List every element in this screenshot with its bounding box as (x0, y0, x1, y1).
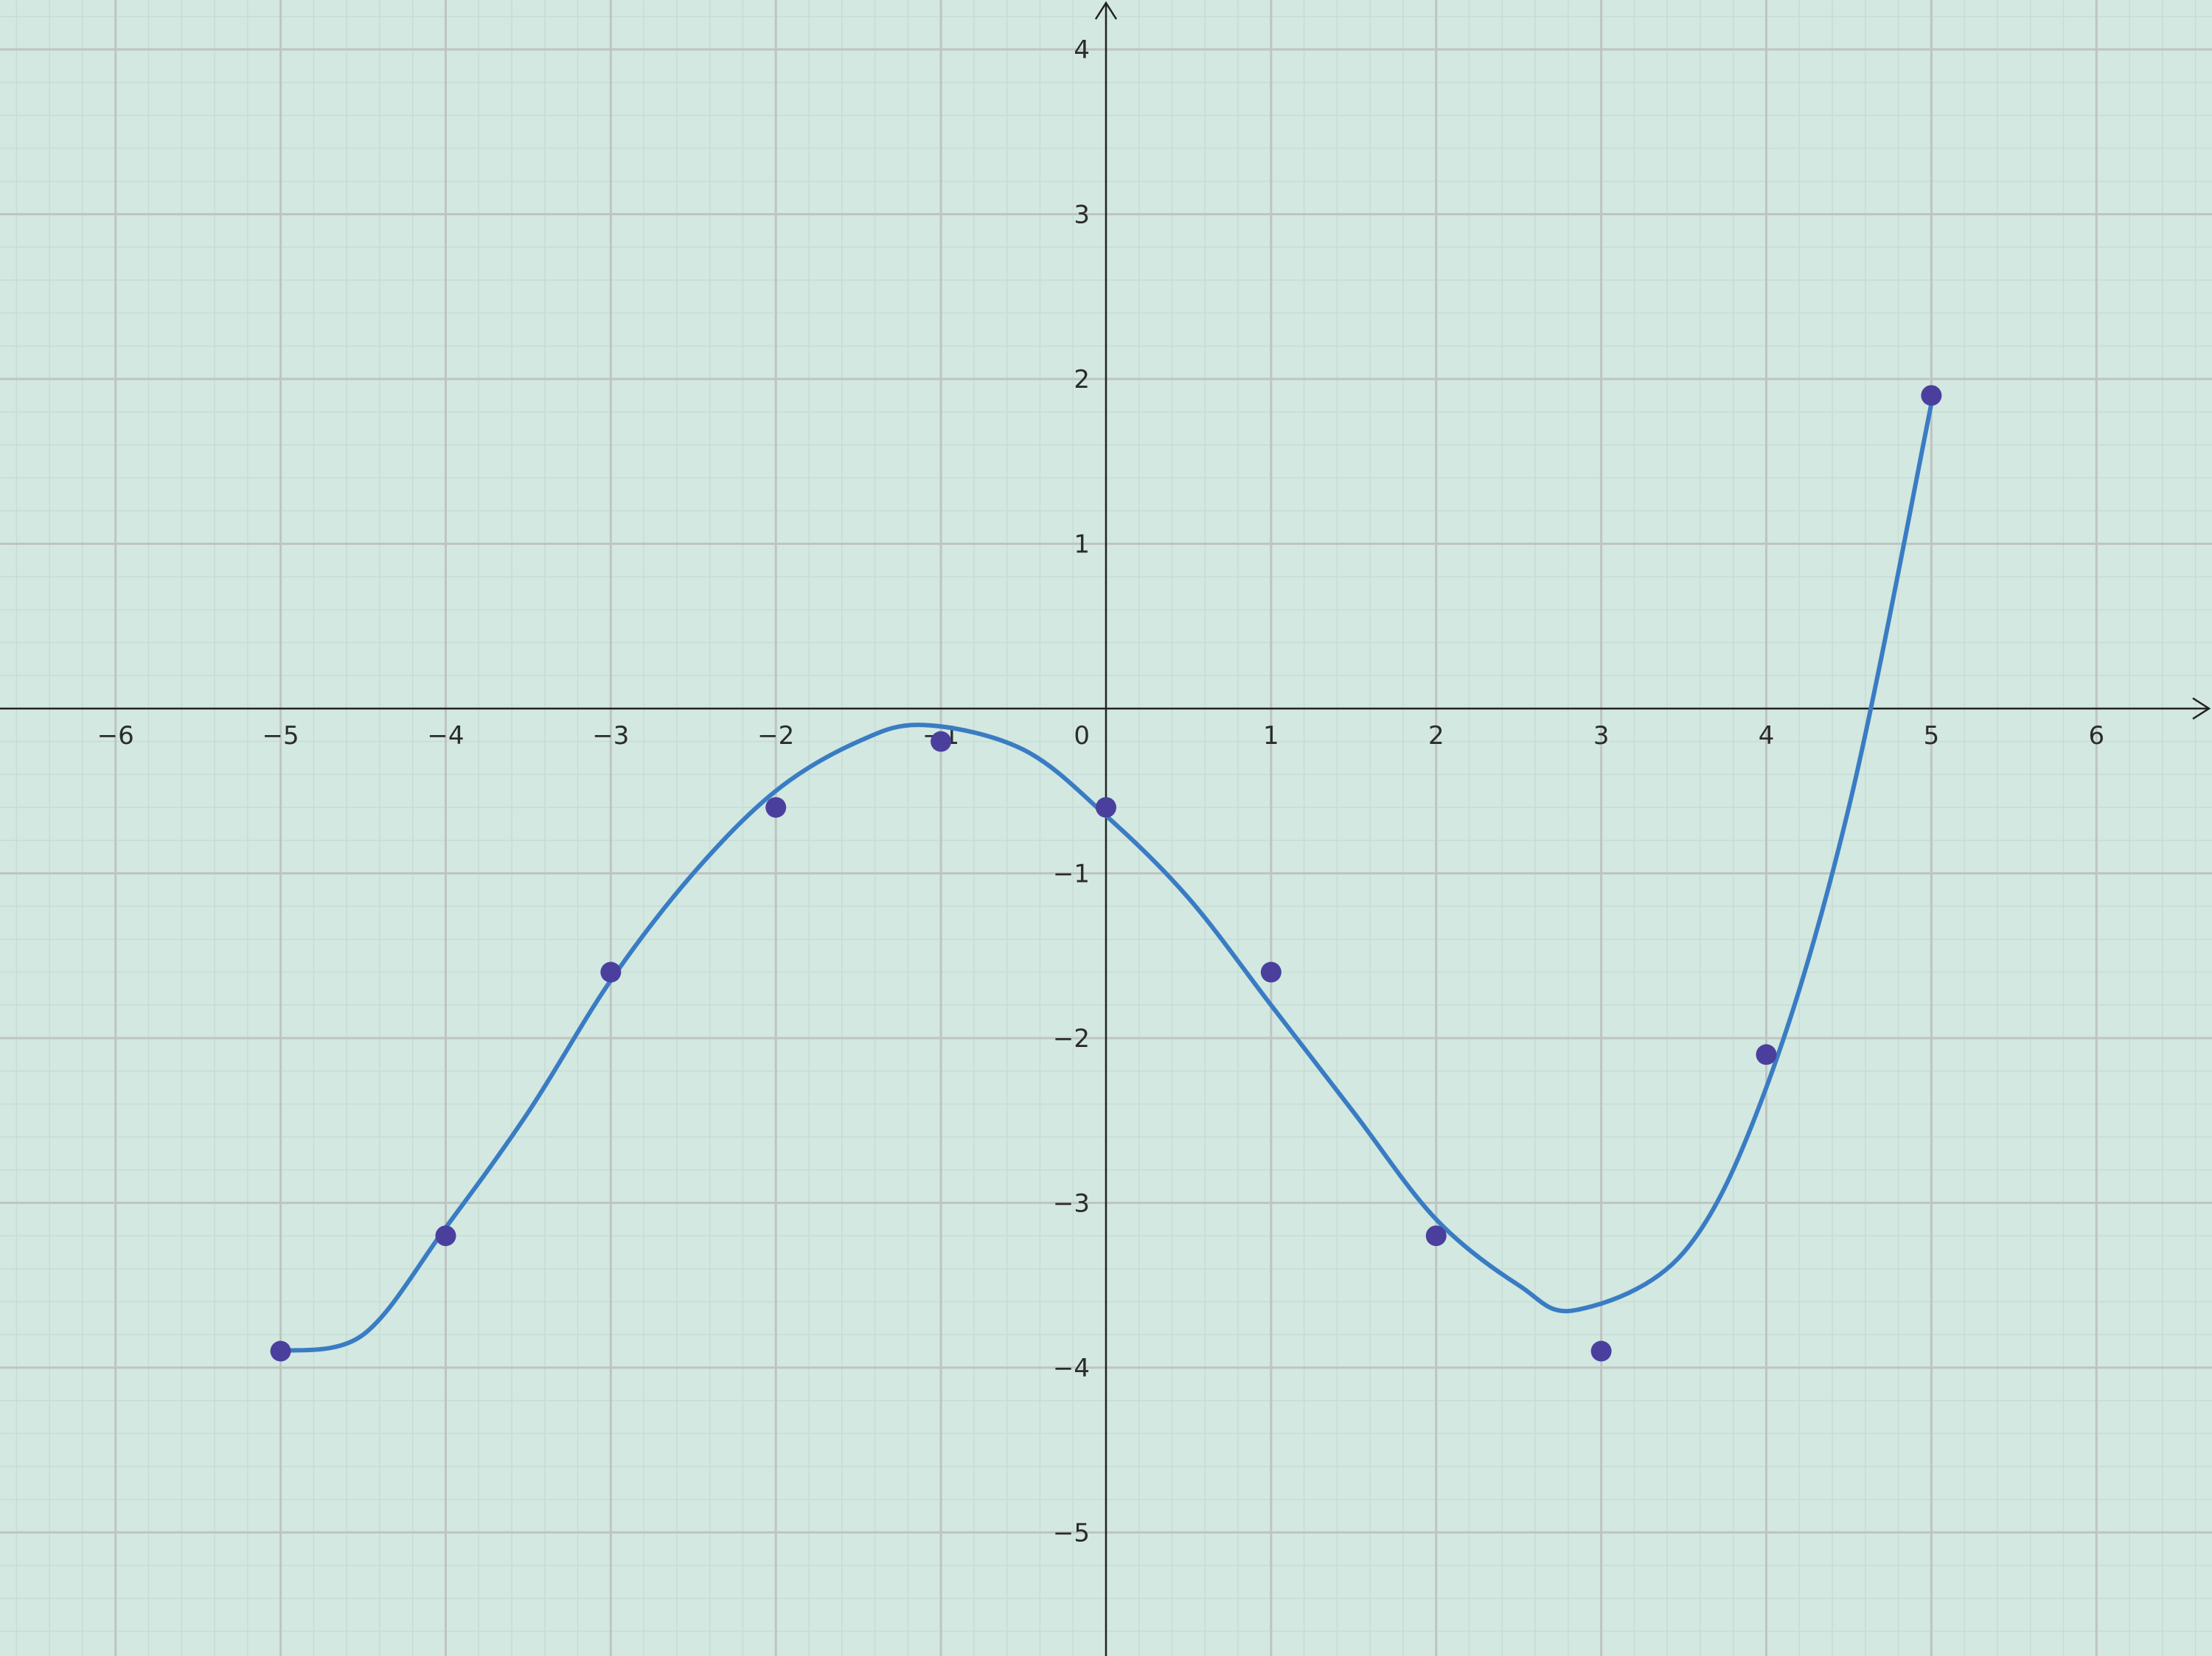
x-axis-arrow (2192, 697, 2211, 720)
y-tick-label: 4 (1074, 35, 1090, 65)
x-tick-label: 3 (1593, 721, 1610, 751)
x-tick-label: 6 (2088, 721, 2104, 751)
point-layer (270, 385, 1942, 1362)
x-tick-label: −6 (97, 721, 134, 751)
fitted-curve (278, 401, 1934, 1354)
data-point (1590, 1340, 1612, 1362)
x-tick-label: −3 (592, 721, 629, 751)
x-tick-label: 2 (1428, 721, 1444, 751)
x-tick-label: −4 (427, 721, 464, 751)
y-tick-label: −4 (1053, 1354, 1090, 1383)
y-tick-label: −5 (1053, 1518, 1090, 1548)
y-tick-label: 2 (1074, 365, 1090, 394)
x-tick-label: −5 (262, 721, 299, 751)
y-tick-label: −3 (1053, 1189, 1090, 1218)
x-tick-label: −2 (757, 721, 794, 751)
data-point (1921, 385, 1942, 406)
data-point (1425, 1225, 1447, 1247)
data-point (435, 1225, 456, 1247)
data-point (931, 731, 952, 752)
curve-layer (278, 401, 1934, 1354)
data-point (1260, 961, 1281, 983)
x-tick-label: 4 (1759, 721, 1775, 751)
data-point (765, 797, 787, 818)
data-point (1756, 1044, 1777, 1065)
origin-label: 0 (1074, 721, 1090, 751)
y-tick-label: 1 (1074, 529, 1090, 559)
x-tick-label: 5 (1924, 721, 1940, 751)
x-tick-label: 1 (1263, 721, 1279, 751)
y-tick-label: −2 (1053, 1024, 1090, 1054)
y-tick-label: 3 (1074, 201, 1090, 230)
y-tick-label: −1 (1053, 859, 1090, 888)
y-axis-arrow (1094, 1, 1118, 20)
data-point (1096, 797, 1116, 818)
data-point (600, 961, 622, 983)
data-point (270, 1340, 291, 1362)
